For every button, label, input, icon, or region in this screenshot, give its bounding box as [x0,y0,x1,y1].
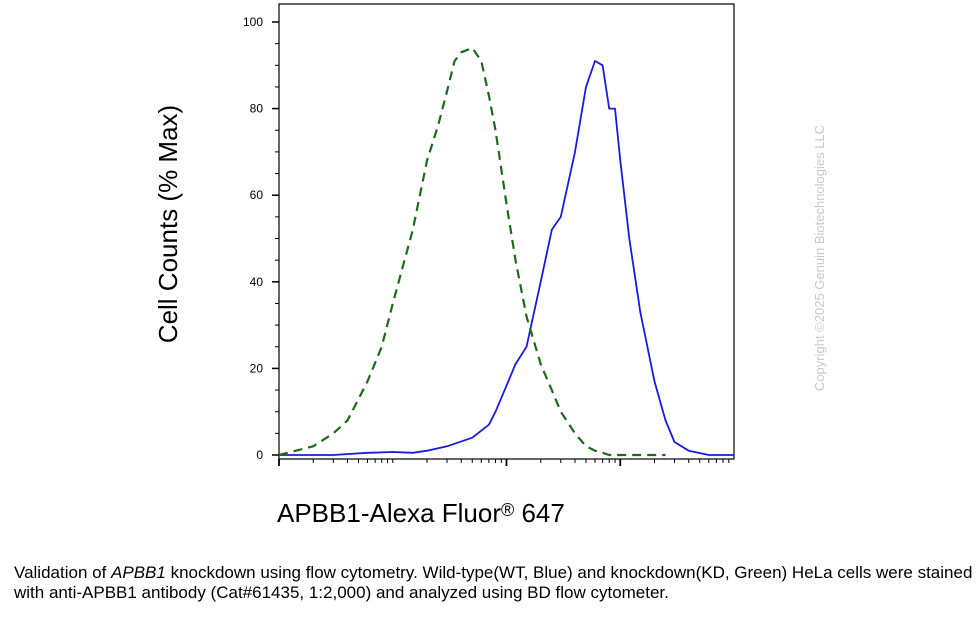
x-axis-label: APBB1-Alexa Fluor® 647 [277,498,565,528]
y-tick-label: 40 [250,275,264,289]
y-tick-label: 100 [243,15,263,29]
copyright-watermark: Copyright ©2025 Genuin Biotechnologies L… [812,125,827,391]
y-tick-label: 60 [250,188,264,202]
y-axis: 0 20 40 60 80 100 [243,15,279,462]
caption-body: knockdown using flow cytometry. Wild-typ… [14,563,973,602]
flow-cytometry-histogram: 0 20 40 60 80 100 Cell Counts (% Max) APBB1-A… [153,3,827,528]
y-axis-label: Cell Counts (% Max) [153,105,183,343]
figure-caption: Validation of APBB1 knockdown using flow… [14,563,974,603]
wildtype-series-line [279,60,734,456]
plot-frame [278,3,735,460]
y-tick-label: 80 [250,102,264,116]
registered-mark: ® [501,500,514,520]
x-axis-label-main: APBB1-Alexa Fluor [277,498,501,528]
caption-intro: Validation of [14,563,112,582]
x-axis [278,459,730,466]
caption-gene: APBB1 [111,563,166,582]
knockdown-series-line [278,46,666,457]
y-tick-label: 20 [250,361,264,375]
y-tick-label: 0 [256,448,263,462]
x-axis-label-suffix: 647 [514,498,565,528]
series-layer [278,46,734,457]
